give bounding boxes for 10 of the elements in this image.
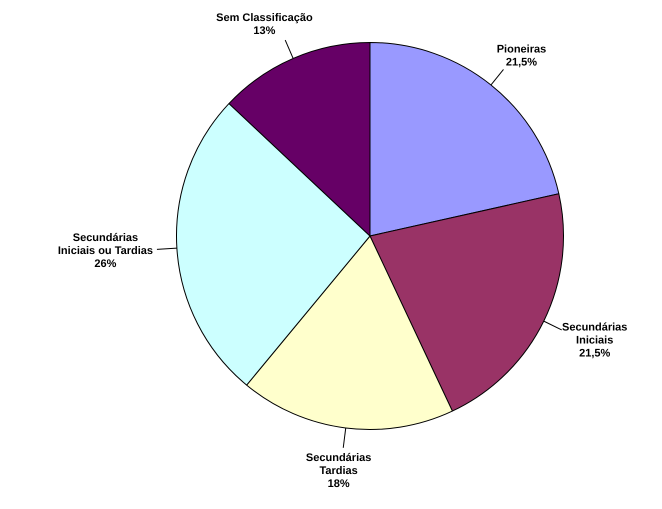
slice-label: Sem Classificação [216, 12, 314, 24]
data-label: 18% [328, 478, 350, 490]
data-label: 26% [94, 258, 117, 270]
slice-label: Secundárias Tardias [306, 452, 372, 478]
slice-label: Secundárias Iniciais ou Tardias [58, 232, 154, 257]
slice-label: Secundárias Iniciais [562, 321, 628, 346]
data-label: 13% [253, 24, 276, 37]
data-label: 21,5% [506, 56, 538, 69]
data-label: 21,5% [579, 347, 611, 360]
slice-label: Pioneiras [496, 44, 546, 56]
